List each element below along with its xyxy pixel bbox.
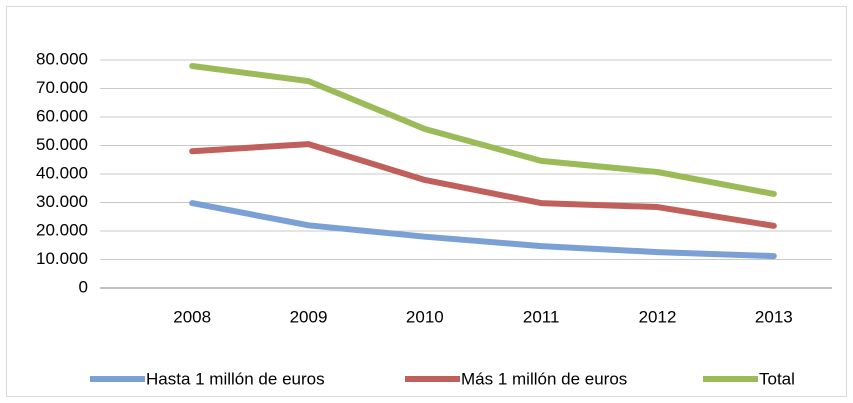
y-tick-label: 80.000 [36, 49, 88, 68]
legend-label: Hasta 1 millón de euros [146, 369, 325, 388]
y-tick-label: 70.000 [36, 78, 88, 97]
data-line [189, 141, 777, 229]
y-tick-label: 60.000 [36, 106, 88, 125]
data-line [189, 62, 777, 197]
x-tick-label: 2009 [290, 307, 328, 326]
y-tick-label: 10.000 [36, 249, 88, 268]
x-tick-label: 2013 [755, 307, 793, 326]
y-tick-label: 50.000 [36, 135, 88, 154]
legend-label: Total [759, 369, 795, 388]
chart-border [6, 6, 847, 397]
x-tick-label: 2011 [523, 307, 560, 326]
legend-label: Más 1 millón de euros [461, 369, 627, 388]
x-tick-label: 2008 [173, 307, 211, 326]
y-tick-label: 20.000 [36, 220, 88, 239]
x-tick-label: 2010 [406, 307, 444, 326]
data-line [189, 200, 777, 260]
x-tick-label: 2012 [639, 307, 677, 326]
y-tick-label: 30.000 [36, 192, 88, 211]
y-tick-label: 40.000 [36, 163, 88, 182]
y-tick-label: 0 [79, 277, 88, 296]
